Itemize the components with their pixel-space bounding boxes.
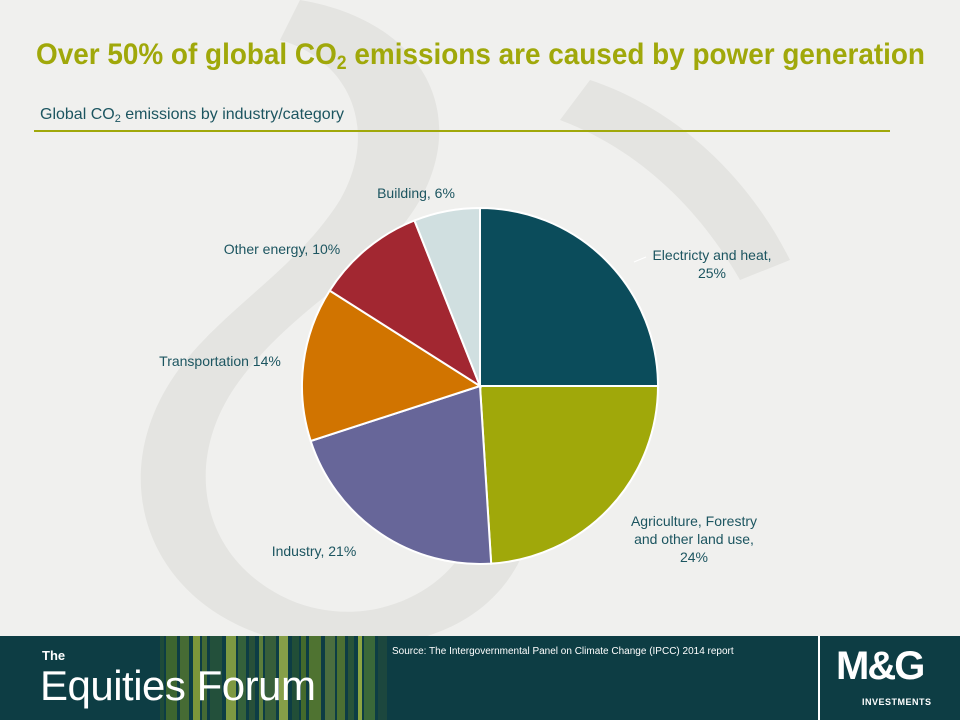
slice-label-0: Electricty and heat, 25% [652,247,771,281]
pie-slice-5 [413,206,481,387]
footer-stripe [226,636,236,720]
footer-stripe [358,636,362,720]
footer-stripe [378,636,387,720]
footer-stripe [210,636,222,720]
pie-slice-4 [328,219,483,389]
footer-divider [818,636,820,720]
title-underline [34,130,890,132]
brand-the: The [42,648,66,663]
footer-stripes [160,636,387,720]
footer-stripe [265,636,276,720]
slice-label-3: Transportation 14% [159,353,281,369]
footer-stripe [348,636,354,720]
label-leader-line [633,256,647,263]
chart-subtitle: Global CO2 emissions by industry/categor… [40,106,345,125]
footer-stripe [166,636,177,720]
footer-stripe [292,636,299,720]
footer-stripe [180,636,189,720]
brand-name: Equities Forum [40,662,316,709]
pie-slice-0 [479,206,660,387]
footer-bar: The Equities Forum Source: The Intergove… [0,636,960,720]
pie-slice-3 [301,289,483,443]
footer-stripe [279,636,288,720]
footer-stripe [364,636,375,720]
footer-stripe [193,636,200,720]
slice-label-4: Other energy, 10% [224,241,340,257]
slice-label-5: Building, 6% [377,185,455,201]
footer-stripe [325,636,335,720]
mg-logo-subtext: INVESTMENTS [862,697,932,707]
source-note: Source: The Intergovernmental Panel on C… [392,646,734,657]
page-title: Over 50% of global CO2 emissions are cau… [36,38,925,74]
footer-stripe [249,636,255,720]
footer-stripe [160,636,164,720]
footer-stripe [238,636,246,720]
pie-slice-2 [309,384,493,566]
mg-logo: M&G [836,644,925,688]
pie-chart: Electricty and heat, 25% Agriculture, Fore… [159,185,772,566]
slice-label-1: Agriculture, Forestry and other land use,… [631,513,757,565]
footer-stripe [301,636,306,720]
footer-stripe [337,636,345,720]
footer-stripe [309,636,321,720]
footer-stripe [202,636,207,720]
footer-stripe [259,636,263,720]
pie-slice-1 [478,385,660,565]
slice-label-2: Industry, 21% [272,543,357,559]
